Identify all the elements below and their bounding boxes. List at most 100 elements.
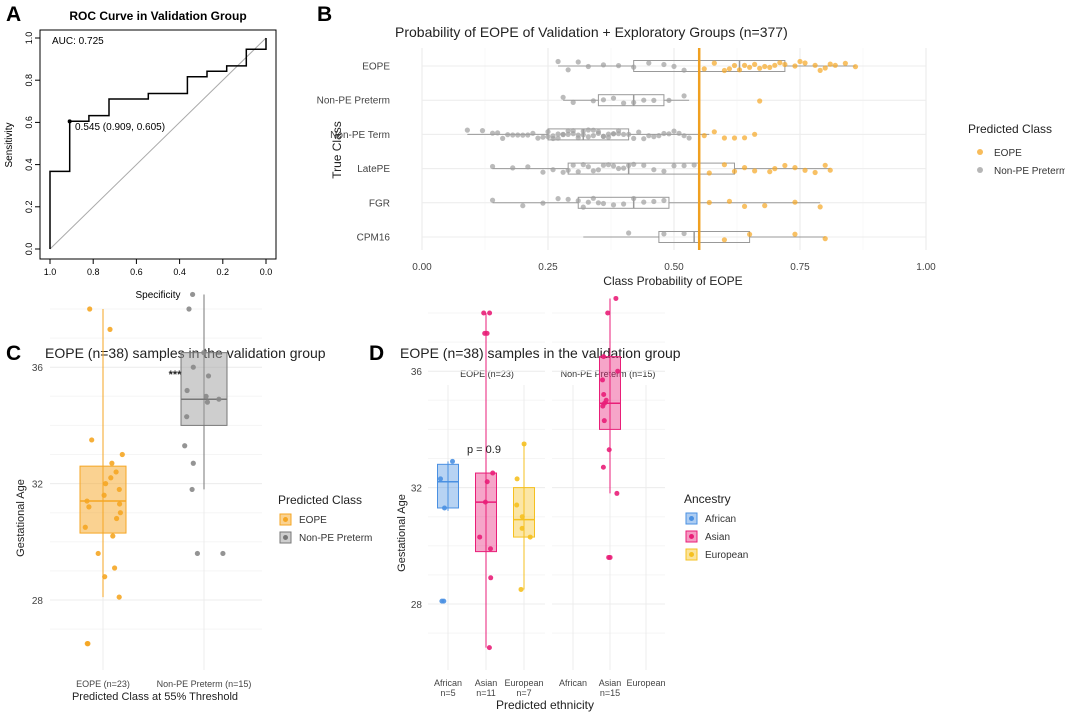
panel-b-point: [762, 63, 768, 70]
panel-b-point: [600, 97, 607, 103]
panel-b-point: [585, 127, 591, 133]
panel-b-point: [646, 133, 652, 139]
panel-c-xtick-label: EOPE (n=23): [76, 679, 130, 689]
panel-c-point: [86, 504, 92, 510]
panel-c-point: [84, 641, 90, 647]
panel-c-ytick-label: 36: [32, 363, 44, 374]
panel-d-point: [484, 479, 490, 485]
panel-b-point: [747, 64, 753, 70]
panel-a: A ROC Curve in Validation Group 1.0 0.8 0.…: [4, 3, 277, 301]
panel-b-point: [827, 61, 833, 67]
panel-b-xtick-label: 0.25: [538, 262, 558, 273]
panel-b-point: [545, 129, 551, 135]
panel-b-point: [817, 67, 823, 73]
panel-c-point: [182, 443, 188, 449]
panel-b-point: [681, 93, 687, 99]
panel-b-point: [595, 129, 602, 135]
panel-b-point: [500, 135, 506, 141]
panel-b-point: [595, 167, 602, 173]
panel-a-xtick-label: 0.2: [217, 267, 230, 277]
roc-diagonal: [49, 37, 267, 250]
panel-b-point: [489, 130, 496, 136]
roc-curve: [49, 38, 267, 249]
panel-b-point: [721, 135, 728, 141]
panel-d-n-label: n=5: [440, 688, 455, 698]
panel-b-point: [757, 65, 763, 71]
panel-d-title: EOPE (n=38) samples in the validation gr…: [400, 345, 681, 361]
panel-c-point: [112, 565, 118, 571]
panel-c-point: [186, 306, 192, 312]
panel-b-point: [565, 167, 571, 173]
panel-b-point: [585, 63, 591, 70]
panel-d-point: [484, 330, 490, 336]
panel-a-frame: [39, 29, 277, 260]
legend-european-label: European: [705, 550, 748, 561]
panel-a-ytick-label: 1.0: [24, 32, 34, 45]
panel-d-point: [615, 368, 621, 374]
panel-d-ylabel: Gestational Age: [396, 494, 408, 572]
panel-b-point: [631, 161, 637, 167]
panel-d: D EOPE (n=38) samples in the validation …: [369, 295, 748, 712]
panel-b-point: [767, 64, 773, 70]
panel-b-point: [671, 163, 677, 169]
panel-a-axes: 1.0 0.8 0.6 0.4 0.2 0.0 0.0 0.2 0.4 0.6 0.8 1.0: [24, 32, 272, 277]
panel-b-point: [540, 200, 546, 206]
panel-b-point: [525, 164, 531, 170]
panel-b-boxes: [467, 60, 856, 243]
panel-b-point: [631, 195, 637, 202]
panel-b-point: [505, 132, 511, 138]
panel-b-point: [741, 62, 748, 68]
auc-label: AUC: 0.725: [52, 36, 104, 47]
panel-b-point: [792, 231, 798, 237]
panel-b-point: [706, 199, 712, 206]
panel-b-point: [797, 58, 803, 65]
panel-b-point: [575, 132, 581, 138]
p-value: p = 0.9: [467, 444, 501, 456]
panel-d-points: [438, 295, 621, 651]
panel-a-xlabel: Specificity: [135, 290, 180, 301]
panel-d-point: [442, 505, 447, 511]
panel-b-point: [822, 65, 828, 71]
panel-b-category-label: LatePE: [357, 164, 390, 175]
panel-a-xtick-label: 0.6: [130, 267, 143, 277]
panel-c: C EOPE (n=38) samples in the validation …: [6, 291, 372, 703]
panel-d-point: [521, 441, 527, 447]
panel-b-point: [550, 135, 556, 142]
panel-c-legend: Predicted Class EOPE Non-PE Preterm: [278, 493, 372, 544]
panel-d-letter: D: [369, 342, 384, 365]
panel-c-point: [109, 460, 115, 466]
legend-c-nonpe-dot: [283, 535, 288, 540]
panel-b-point: [570, 162, 576, 168]
panel-b-point: [782, 162, 788, 169]
panel-b-point: [792, 63, 798, 69]
panel-b-point: [560, 94, 566, 100]
panel-c-point: [82, 524, 88, 530]
panel-b-point: [792, 199, 798, 205]
panel-b-point: [721, 67, 728, 74]
panel-b-point: [489, 197, 496, 203]
panel-d-point: [477, 534, 483, 540]
panel-b-point: [580, 204, 586, 210]
panel-b-point: [590, 168, 596, 174]
panel-b-point: [671, 63, 677, 69]
panel-c-point: [119, 451, 125, 458]
panel-b-point: [464, 127, 470, 133]
panel-c-ytick-label: 28: [32, 596, 44, 607]
panel-b-point: [510, 132, 516, 138]
panel-c-point: [101, 492, 107, 498]
panel-b-point: [822, 162, 828, 168]
panel-b-point: [777, 60, 783, 66]
panel-c-point: [203, 393, 209, 399]
panel-b-point: [610, 95, 617, 101]
panel-b-point: [641, 136, 647, 142]
panel-b-ylabel: True Class: [330, 121, 344, 179]
panel-d-box: [437, 463, 459, 509]
panel-b-points: [464, 58, 859, 243]
panel-c-point: [190, 460, 196, 466]
panel-b-point: [641, 97, 647, 103]
panel-b-point: [817, 204, 823, 210]
panel-b-point: [479, 128, 486, 134]
panel-b-point: [570, 131, 576, 137]
panel-b-point: [641, 199, 647, 205]
